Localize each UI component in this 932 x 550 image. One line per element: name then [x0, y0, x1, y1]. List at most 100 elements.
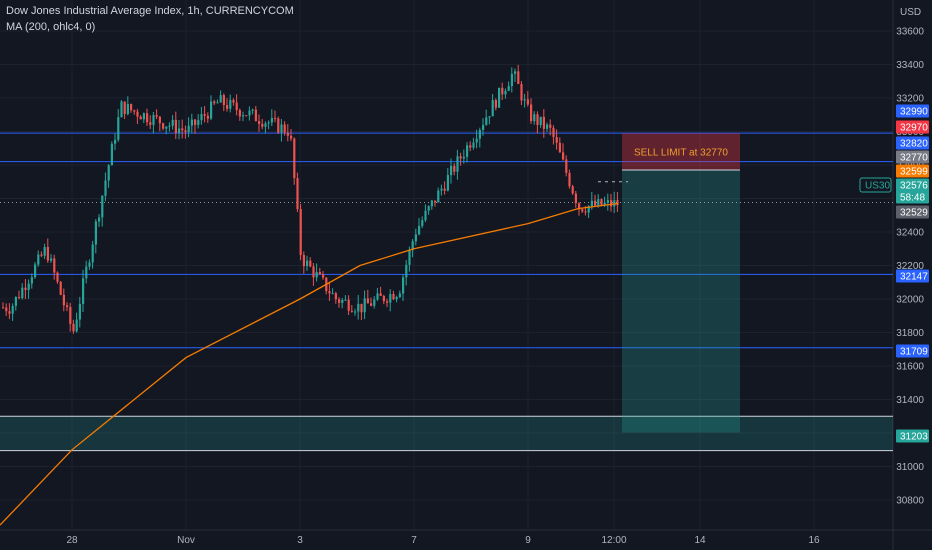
candle-body: [283, 124, 286, 133]
candle-body: [139, 116, 142, 120]
demand-zone[interactable]: [0, 416, 893, 451]
candle-body: [581, 209, 584, 212]
candle-body: [251, 109, 254, 111]
candle-body: [494, 100, 497, 108]
candle-body: [328, 291, 331, 294]
candle-body: [142, 113, 145, 120]
candle-body: [558, 142, 561, 153]
candle-body: [197, 120, 200, 125]
candle-body: [210, 101, 213, 119]
candle-body: [181, 128, 184, 131]
candle-body: [376, 293, 379, 300]
candle-body: [421, 220, 424, 227]
price-tag[interactable]: [896, 429, 929, 443]
candle-body: [261, 123, 264, 127]
symbol-tag[interactable]: [859, 177, 892, 193]
candle-body: [386, 301, 389, 303]
candle-body: [72, 323, 75, 332]
price-tag[interactable]: [896, 136, 929, 150]
candle-body: [18, 296, 21, 298]
y-tick-label: 33200: [896, 94, 924, 105]
candle-body: [526, 99, 529, 105]
candle-body: [424, 210, 427, 221]
price-tag[interactable]: [896, 150, 929, 164]
candle-body: [290, 135, 293, 139]
candle-body: [475, 138, 478, 143]
candle-body: [5, 307, 8, 312]
candle-body: [354, 311, 357, 313]
price-tag[interactable]: [896, 344, 929, 358]
candle-body: [536, 114, 539, 125]
candle-body: [341, 300, 344, 303]
sell-target-zone[interactable]: [622, 170, 740, 433]
candle-body: [360, 303, 363, 313]
x-tick-label: Nov: [177, 535, 195, 546]
candle-body: [562, 152, 565, 160]
candle-body: [248, 110, 251, 116]
y-tick-label: 32400: [896, 228, 924, 239]
candle-body: [184, 130, 187, 133]
price-tag[interactable]: [896, 104, 929, 118]
candle-body: [584, 211, 587, 213]
y-tick-label: 32000: [896, 295, 924, 306]
candle-body: [392, 294, 395, 300]
moving-average-line[interactable]: [0, 202, 619, 526]
candle-body: [450, 165, 453, 176]
candle-body: [267, 122, 270, 124]
candle-body: [485, 117, 488, 125]
candle-body: [373, 299, 376, 306]
price-tag[interactable]: [896, 120, 929, 134]
price-tag-label: 32529: [900, 208, 928, 219]
price-tag-label: 32770: [900, 153, 928, 164]
price-tag-label: 58:48: [900, 193, 925, 204]
candle-body: [418, 226, 421, 235]
sell-stop-zone[interactable]: [622, 133, 740, 171]
candle-body: [565, 159, 568, 173]
candle-body: [56, 272, 59, 282]
price-tag[interactable]: [896, 269, 929, 283]
candle-body: [446, 175, 449, 191]
price-tag-label: 31709: [900, 347, 928, 358]
candle-body: [46, 246, 49, 261]
y-tick-label: 33600: [896, 27, 924, 38]
y-tick-label: 31000: [896, 462, 924, 473]
candle-body: [258, 121, 261, 124]
chart-title: Dow Jones Industrial Average Index, 1h, …: [6, 5, 294, 17]
candle-body: [616, 200, 619, 206]
price-tag-label: 32820: [900, 139, 928, 150]
price-tag-label: 32576: [900, 181, 928, 192]
candle-body: [21, 287, 24, 298]
candle-body: [530, 104, 533, 122]
candle-body: [53, 258, 56, 273]
candle-body: [194, 119, 197, 125]
price-tag[interactable]: [896, 190, 929, 204]
candle-body: [389, 294, 392, 303]
candle-body: [517, 71, 520, 84]
candle-body: [242, 115, 245, 117]
candle-body: [613, 200, 616, 207]
candle-body: [114, 139, 117, 144]
price-tag[interactable]: [896, 178, 929, 192]
candle-body: [357, 303, 360, 312]
candle-body: [501, 87, 504, 95]
candle-body: [24, 287, 27, 291]
candle-body: [472, 142, 475, 148]
candle-body: [2, 307, 5, 309]
candle-body: [427, 206, 430, 211]
candle-body: [27, 283, 30, 291]
candle-body: [254, 109, 257, 122]
candle-body: [200, 114, 203, 121]
candle-body: [523, 99, 526, 101]
symbol-tag-label: US30: [865, 181, 890, 192]
indicator-label[interactable]: MA (200, ohlc4, 0): [6, 21, 96, 33]
candle-body: [94, 221, 97, 245]
candle-body: [443, 188, 446, 191]
x-tick-label: 7: [411, 535, 417, 546]
price-tag[interactable]: [896, 205, 929, 219]
candle-body: [469, 145, 472, 148]
candle-body: [514, 71, 517, 74]
candle-body: [213, 101, 216, 104]
price-tag[interactable]: [896, 164, 929, 178]
